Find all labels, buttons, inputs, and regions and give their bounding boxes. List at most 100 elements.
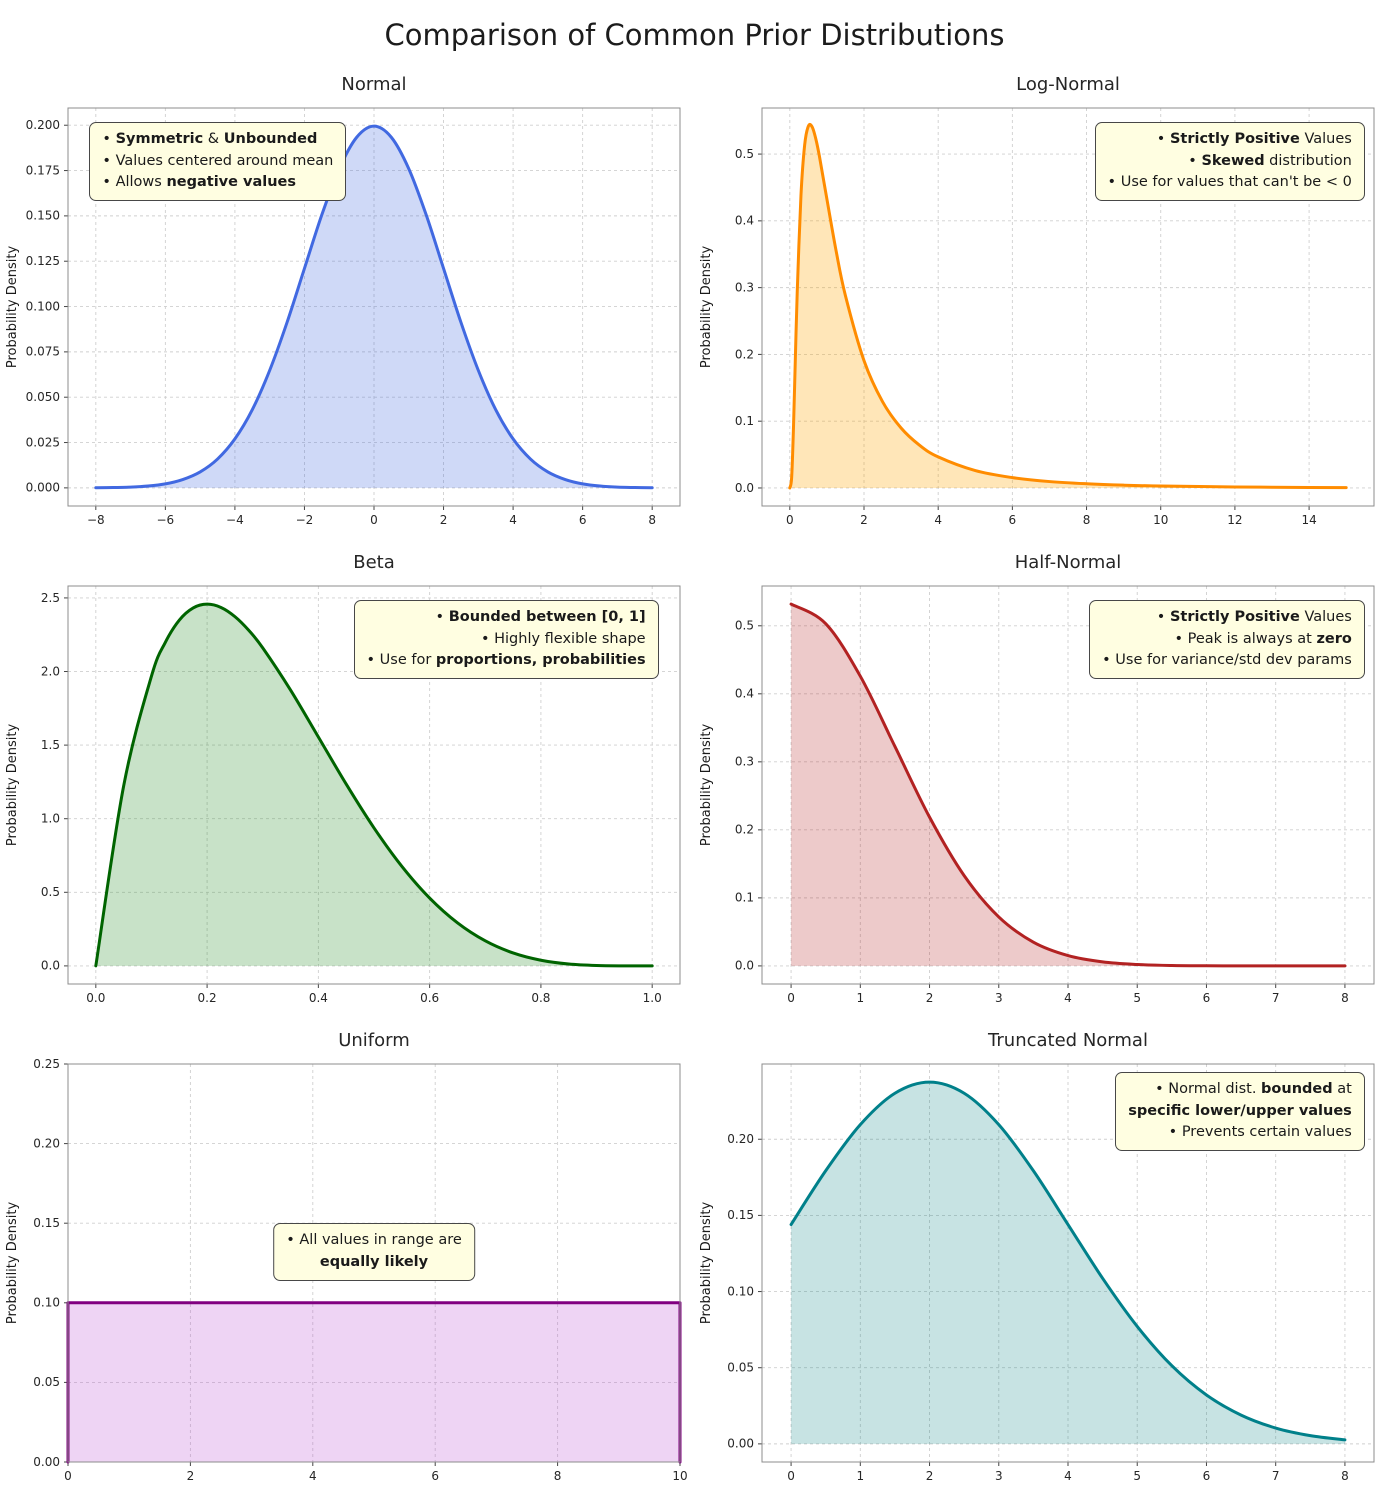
- y-tick-label: 0.1: [735, 414, 754, 428]
- chart-title-normal: Normal: [341, 74, 407, 95]
- chart-title-lognormal: Log-Normal: [1016, 74, 1120, 95]
- annotation-box-truncnormal: • Normal dist. bounded at specific lower/…: [1115, 1071, 1365, 1152]
- y-tick-label: 2.5: [41, 591, 60, 605]
- x-tick-label: 0.6: [420, 991, 439, 1005]
- y-tick-label: 0.10: [33, 1296, 60, 1310]
- plot-border: [67, 107, 681, 507]
- annotation-box-lognormal: • Strictly Positive Values • Skewed distr…: [1094, 121, 1365, 202]
- y-tick-label: 0.0: [735, 959, 754, 973]
- figure-title: Comparison of Common Prior Distributions: [384, 18, 1005, 52]
- y-tick-label: 0.1: [735, 891, 754, 905]
- x-tick-label: 14: [1301, 513, 1316, 527]
- annotation-box-beta: • Bounded between [0, 1] • Highly flexibl…: [353, 599, 659, 680]
- y-tick-label: 2.0: [41, 664, 60, 678]
- y-tick-label: 0.075: [26, 345, 60, 359]
- chart-title-truncnormal: Truncated Normal: [988, 1030, 1148, 1051]
- y-tick-label: 0.0: [735, 481, 754, 495]
- y-axis-label: Probability Density: [699, 1202, 714, 1325]
- x-tick-label: 2: [926, 1469, 934, 1483]
- plot-border: [67, 1063, 681, 1463]
- y-axis-label: Probability Density: [5, 1202, 20, 1325]
- truncnormal-curve: [789, 1080, 1347, 1442]
- x-tick-label: 2: [440, 513, 448, 527]
- y-tick-label: 0.2: [735, 823, 754, 837]
- x-tick-label: 0: [786, 513, 794, 527]
- x-tick-label: 6: [431, 1469, 439, 1483]
- annotation-line: • Strictly Positive Values: [1156, 130, 1352, 147]
- halfnormal-fill: [791, 604, 1345, 966]
- x-tick-label: 3: [995, 991, 1003, 1005]
- chart-canvas-lognormal: 0 2 4 6 8 10 12 14 0.0 0.1 0.2 0.3 0.4 0.5 Probability…: [699, 107, 1375, 527]
- plot-area-halfnormal: 0 1 2 3 4 5 6 7 8 0.0 0.1 0.2 0.3 0.4 0.5 Probability D…: [694, 576, 1388, 1018]
- plot-area-normal: −8 −6 −4 −2 0 2 4 6 8 0.000 0.025 0.050 0.075 0.100 0.…: [0, 98, 694, 540]
- x-tick-label: 8: [648, 513, 656, 527]
- annotation-box-normal: • Symmetric & Unbounded • Values centered…: [89, 121, 347, 202]
- chart-canvas-truncnormal: 0 1 2 3 4 5 6 7 8 0.00 0.05 0.10 0.15 0.20 Probability…: [699, 1063, 1375, 1483]
- x-tick-label: 4: [1064, 1469, 1072, 1483]
- y-tick-label: 0.2: [735, 347, 754, 361]
- y-tick-label: 0.05: [33, 1375, 60, 1389]
- x-tick-label: 0.0: [86, 991, 105, 1005]
- x-tick-label: 8: [1083, 513, 1091, 527]
- annotation-line: • Bounded between [0, 1]: [435, 608, 646, 625]
- y-tick-label: 0.5: [41, 885, 60, 899]
- uniform-fill: [68, 1302, 680, 1462]
- x-tick-label: 3: [995, 1469, 1003, 1483]
- x-tick-label: 6: [1203, 991, 1211, 1005]
- y-tick-label: 0.000: [26, 481, 60, 495]
- x-tick-label: −2: [296, 513, 314, 527]
- y-tick-label: 0.10: [727, 1284, 754, 1298]
- x-tick-label: 0: [787, 1469, 795, 1483]
- y-tick-label: 1.5: [41, 738, 60, 752]
- chart-canvas-beta: 0.0 0.2 0.4 0.6 0.8 1.0 0.0 0.5 1.0 1.5 2.0 2.5 Prob…: [5, 585, 681, 1005]
- x-tick-label: 7: [1272, 1469, 1280, 1483]
- annotation-line: • Symmetric & Unbounded: [102, 130, 318, 147]
- normal-curve: [94, 124, 654, 490]
- subplot-grid: Normal −8 −6 −4 −2 0 2 4 6 8 0.000 0.025 0.050 0.075…: [0, 62, 1389, 1496]
- annotation-box-halfnormal: • Strictly Positive Values • Peak is alwa…: [1089, 599, 1365, 680]
- chart-canvas-uniform: 0 2 4 6 8 10 0.00 0.05 0.10 0.15 0.20 0.25 Probabili…: [5, 1057, 688, 1483]
- annotation-line: • Skewed distribution: [1188, 152, 1352, 169]
- x-tick-label: 6: [1009, 513, 1017, 527]
- chart-title-uniform: Uniform: [338, 1030, 410, 1051]
- truncnormal-fill: [791, 1082, 1345, 1444]
- x-tick-label: 8: [1341, 991, 1349, 1005]
- annotation-line: • Values centered around mean: [102, 152, 334, 169]
- subplot-truncnormal: Truncated Normal 0 1 2 3 4 5 6 7 8 0.00 0.05 0.10 0.…: [694, 1018, 1388, 1496]
- annotation-line: • Use for values that can't be < 0: [1107, 174, 1352, 191]
- x-tick-label: 7: [1272, 991, 1280, 1005]
- subplot-normal: Normal −8 −6 −4 −2 0 2 4 6 8 0.000 0.025 0.050 0.075…: [0, 62, 694, 540]
- subplot-beta: Beta 0.0 0.2 0.4 0.6 0.8 1.0 0.0 0.5 1.0 1.5 2.0 2.…: [0, 540, 694, 1018]
- x-tick-label: 1: [856, 991, 864, 1005]
- plot-area-lognormal: 0 2 4 6 8 10 12 14 0.0 0.1 0.2 0.3 0.4 0.5 Probability…: [694, 98, 1388, 540]
- subplot-halfnormal: Half-Normal 0 1 2 3 4 5 6 7 8 0.0 0.1 0.2 0.3 0.4 0.5 P…: [694, 540, 1388, 1018]
- x-tick-label: 1.0: [643, 991, 662, 1005]
- y-tick-label: 0.125: [26, 254, 60, 268]
- subplot-uniform: Uniform 0 2 4 6 8 10 0.00 0.05 0.10 0.15 0.20 0.25 P…: [0, 1018, 694, 1496]
- lognormal-fill: [789, 124, 1347, 488]
- x-tick-label: 0: [787, 991, 795, 1005]
- y-tick-label: 1.0: [41, 812, 60, 826]
- y-axis-label: Probability Density: [699, 246, 714, 369]
- annotation-line: • Peak is always at zero: [1174, 630, 1352, 647]
- y-tick-label: 0.150: [26, 209, 60, 223]
- y-tick-label: 0.25: [33, 1057, 60, 1071]
- y-tick-label: 0.0: [41, 959, 60, 973]
- annotation-line: • Prevents certain values: [1168, 1124, 1352, 1141]
- x-tick-label: 0: [64, 1469, 72, 1483]
- annotation-line: • All values in range are: [286, 1232, 462, 1249]
- lognormal-curve: [788, 122, 1348, 490]
- plot-area-truncnormal: 0 1 2 3 4 5 6 7 8 0.00 0.05 0.10 0.15 0.20 Probability…: [694, 1054, 1388, 1496]
- y-tick-label: 0.175: [26, 163, 60, 177]
- annotation-line: equally likely: [319, 1253, 429, 1270]
- annotation-line: • Allows negative values: [102, 174, 297, 191]
- x-tick-label: 6: [1203, 1469, 1211, 1483]
- y-tick-label: 0.3: [735, 280, 754, 294]
- plot-area-beta: 0.0 0.2 0.4 0.6 0.8 1.0 0.0 0.5 1.0 1.5 2.0 2.5 Prob…: [0, 576, 694, 1018]
- y-tick-label: 0.5: [735, 147, 754, 161]
- y-tick-label: 0.4: [735, 214, 754, 228]
- y-axis-label: Probability Density: [5, 724, 20, 847]
- y-tick-label: 0.15: [33, 1216, 60, 1230]
- annotation-line: • Use for variance/std dev params: [1102, 652, 1352, 669]
